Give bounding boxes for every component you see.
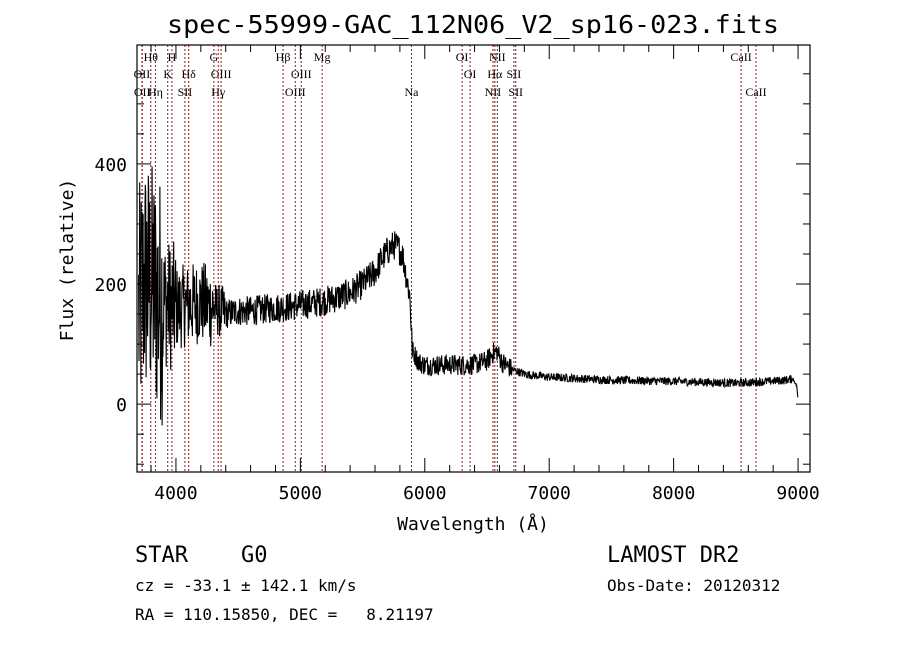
spectral-line-label: SII [178, 85, 193, 99]
survey-name: LAMOST DR2 [607, 543, 739, 568]
x-tick-label: 4000 [154, 483, 197, 504]
spectral-line-label: Hδ [181, 67, 196, 81]
spectral-line-label: OIII [211, 67, 232, 81]
spectral-line-label: Hγ [211, 85, 226, 99]
redshift-cz: cz = -33.1 ± 142.1 km/s [135, 576, 357, 595]
chart-title: spec-55999-GAC_112N06_V2_sp16-023.fits [167, 10, 779, 39]
spectrum-line [138, 166, 799, 426]
spectral-line-label: Hθ [144, 50, 159, 64]
spectral-lines: Hθ H G Hβ Mg OI NII CaII OII K Hδ OIII OIII OI Hα SII OI… [134, 45, 767, 472]
y-tick-label: 400 [94, 155, 127, 176]
x-tick-label: 8000 [652, 483, 695, 504]
axis-ticks: 4000 5000 6000 7000 8000 9000 0 200 400 [94, 45, 820, 504]
spectral-line-label: SII [508, 85, 523, 99]
spectral-line-label: H [168, 50, 177, 64]
object-class: STAR G0 [135, 543, 267, 568]
y-axis-label: Flux (relative) [57, 179, 78, 342]
spectrum [138, 166, 799, 426]
spectral-line-label: Mg [314, 50, 331, 64]
spectral-line-label: CaII [745, 85, 766, 99]
x-tick-label: 5000 [279, 483, 322, 504]
obs-date: Obs-Date: 20120312 [607, 576, 780, 595]
x-axis-label: Wavelength (Å) [397, 513, 549, 535]
spectral-line-label: Hβ [276, 50, 291, 64]
spectral-line-label: Hα [487, 67, 503, 81]
coordinates: RA = 110.15850, DEC = 8.21197 [135, 605, 434, 624]
y-tick-label: 200 [94, 275, 127, 296]
spectral-line-label: Hη [148, 85, 163, 99]
spectral-line-label: NII [489, 50, 506, 64]
x-tick-label: 9000 [776, 483, 819, 504]
x-tick-label: 7000 [528, 483, 571, 504]
spectral-line-label: OI [464, 67, 477, 81]
spectral-line-label: OI [456, 50, 469, 64]
spectral-line-label: OII [134, 85, 151, 99]
spectral-line-label: OIII [291, 67, 312, 81]
y-tick-label: 0 [116, 395, 127, 416]
spectral-line-label: G [210, 50, 219, 64]
spectral-line-label: Na [404, 85, 419, 99]
spectral-line-label: K [163, 67, 172, 81]
spectral-line-label: NII [485, 85, 502, 99]
plot-frame [136, 44, 811, 473]
spectral-line-label: CaII [730, 50, 751, 64]
spectral-line-label: SII [507, 67, 522, 81]
spectral-line-label: OIII [285, 85, 306, 99]
x-tick-label: 6000 [403, 483, 446, 504]
